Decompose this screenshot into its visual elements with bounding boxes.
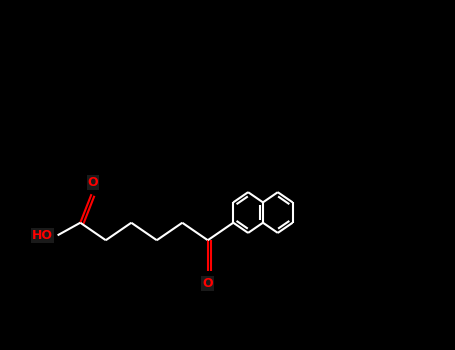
Text: O: O <box>202 278 213 290</box>
Text: HO: HO <box>32 229 53 242</box>
Text: O: O <box>88 176 98 189</box>
